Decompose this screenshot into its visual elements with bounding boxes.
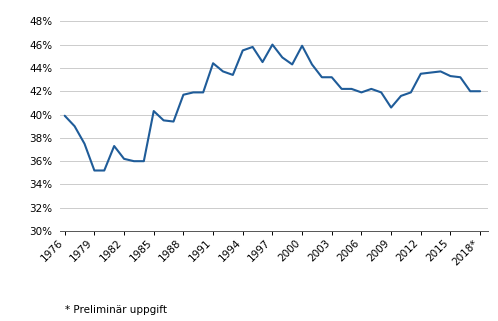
Text: * Preliminär uppgift: * Preliminär uppgift — [65, 305, 167, 315]
